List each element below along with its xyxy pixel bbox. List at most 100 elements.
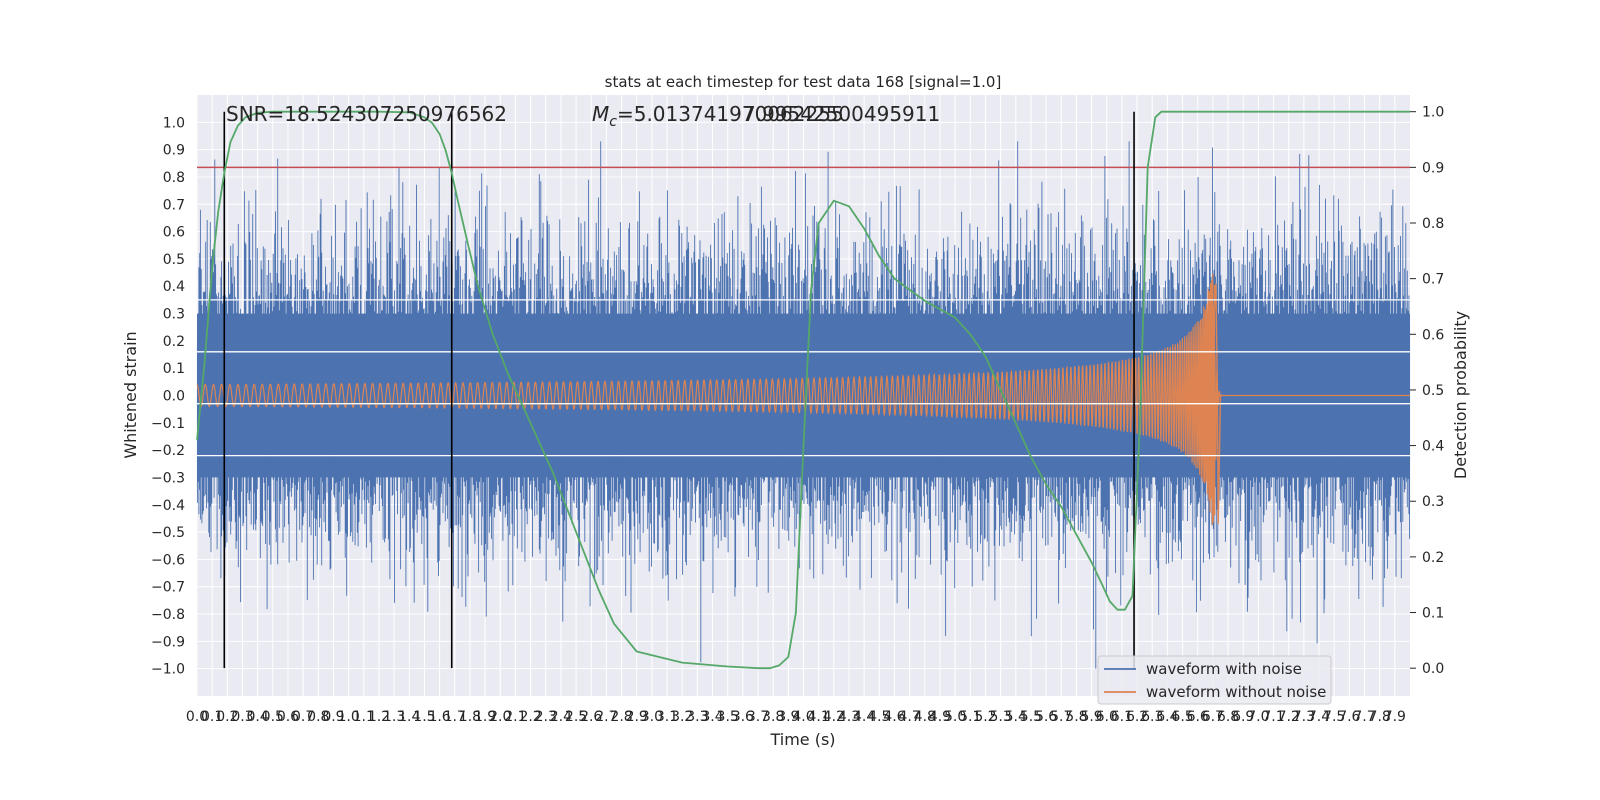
y2-tick-label: 1.0: [1422, 105, 1444, 121]
y2-tick-label: 0.3: [1422, 494, 1444, 510]
x-axis-label: Time (s): [769, 730, 835, 749]
y2-tick-label: 0.8: [1422, 216, 1444, 232]
y-tick-label: −0.5: [151, 525, 185, 541]
x-tick-label: 4.0: [792, 709, 814, 725]
x-tick-label: 5.7: [1050, 709, 1072, 725]
y-tick-label: 0.6: [163, 225, 185, 241]
x-tick-label: 1.6: [428, 709, 450, 725]
x-tick-label: 3.1: [656, 709, 678, 725]
y-tick-label: 0.9: [163, 143, 185, 159]
x-tick-label: 6.5: [1171, 709, 1193, 725]
x-tick-label: 3.0: [641, 709, 663, 725]
y-tick-label: −0.6: [151, 552, 185, 568]
x-tick-label: 2.6: [580, 709, 602, 725]
x-tick-label: 1.9: [474, 709, 496, 725]
x-tick-label: 6.7: [1202, 709, 1224, 725]
x-tick-label: 2.4: [550, 709, 572, 725]
x-tick-label: 2.7: [595, 709, 617, 725]
x-tick-label: 7.9: [1384, 709, 1406, 725]
detection-probability-line: [196, 110, 1410, 670]
legend-label-clean: waveform without noise: [1146, 683, 1326, 701]
y-tick-label: 0.4: [163, 279, 185, 295]
y-tick-label: 0.7: [163, 197, 185, 213]
x-tick-label: 0.4: [247, 709, 269, 725]
x-tick-label: 3.7: [747, 709, 769, 725]
y-tick-label: 0.2: [163, 334, 185, 350]
x-axis: 0.00.10.20.30.40.50.60.70.80.91.01.11.21…: [186, 709, 1406, 725]
x-tick-label: 3.2: [671, 709, 693, 725]
y-tick-label: 0.5: [163, 252, 185, 268]
x-tick-label: 4.1: [808, 709, 830, 725]
x-tick-label: 3.3: [686, 709, 708, 725]
y-tick-label: −0.9: [151, 634, 185, 650]
x-tick-label: 5.0: [944, 709, 966, 725]
x-tick-label: 3.9: [777, 709, 799, 725]
x-tick-label: 4.6: [883, 709, 905, 725]
x-tick-label: 7.2: [1278, 709, 1300, 725]
x-tick-label: 0.2: [216, 709, 238, 725]
overlap-annotation: 7.99542500495911: [743, 102, 940, 126]
x-tick-label: 3.8: [762, 709, 784, 725]
x-tick-label: 2.8: [610, 709, 632, 725]
x-tick-label: 6.1: [1111, 709, 1133, 725]
x-tick-label: 1.8: [459, 709, 481, 725]
x-tick-label: 5.4: [1005, 709, 1027, 725]
detection-probability-series: [196, 110, 1410, 670]
y2-tick-label: 0.9: [1422, 160, 1444, 176]
x-tick-label: 7.1: [1262, 709, 1284, 725]
y2-tick-label: 0.7: [1422, 272, 1444, 288]
y-tick-label: −0.7: [151, 580, 185, 596]
x-tick-label: 4.3: [838, 709, 860, 725]
y2-axis-label: Detection probability: [1451, 311, 1470, 479]
x-tick-label: 3.5: [717, 709, 739, 725]
legend: waveform with noise waveform without noi…: [1097, 655, 1332, 705]
y-tick-label: −0.8: [151, 607, 185, 623]
x-tick-label: 7.8: [1369, 709, 1391, 725]
x-tick-label: 6.6: [1187, 709, 1209, 725]
chirp-mass-annotation: Mc=5.013741970062255: [592, 102, 844, 130]
y-axis-label: Whitened strain: [121, 331, 140, 458]
x-tick-label: 7.6: [1338, 709, 1360, 725]
x-tick-label: 6.3: [1141, 709, 1163, 725]
y2-tick-label: 0.6: [1422, 327, 1444, 343]
x-tick-label: 2.0: [489, 709, 511, 725]
x-tick-label: 5.8: [1065, 709, 1087, 725]
x-tick-label: 7.0: [1247, 709, 1269, 725]
x-tick-label: 4.5: [868, 709, 890, 725]
x-tick-label: 6.8: [1217, 709, 1239, 725]
y-tick-label: 0.1: [163, 361, 185, 377]
y-tick-label: −0.1: [151, 416, 185, 432]
x-tick-label: 0.8: [307, 709, 329, 725]
x-tick-label: 6.0: [1096, 709, 1118, 725]
x-tick-label: 1.1: [353, 709, 375, 725]
x-tick-label: 1.2: [368, 709, 390, 725]
x-tick-label: 5.3: [989, 709, 1011, 725]
x-tick-label: 1.4: [398, 709, 420, 725]
clean-waveform-merger: [1212, 283, 1222, 524]
y-axis: −1.0 −0.9 −0.8 −0.7 −0.6 −0.5 −0.4 −0.3 −0.2 −0.1…: [151, 115, 185, 677]
y-tick-label: 0.8: [163, 170, 185, 186]
y-tick-label: −0.3: [151, 470, 185, 486]
x-tick-label: 0.9: [322, 709, 344, 725]
y-tick-label: −1.0: [151, 662, 185, 678]
y2-tick-label: 0.4: [1422, 439, 1444, 455]
x-tick-label: 0.5: [262, 709, 284, 725]
x-tick-label: 0.7: [292, 709, 314, 725]
y2-axis: 0.0 0.1 0.2 0.3 0.4 0.5 0.6 0.7 0.8 0.9 1.0: [1410, 105, 1444, 677]
y2-tick-label: 0.2: [1422, 550, 1444, 566]
x-tick-label: 5.5: [1020, 709, 1042, 725]
x-tick-label: 4.9: [929, 709, 951, 725]
x-tick-label: 4.7: [899, 709, 921, 725]
y-tick-label: 0.0: [163, 389, 185, 405]
clean-waveform-series: [196, 273, 1410, 526]
clean-waveform-line: [196, 273, 1410, 526]
legend-box: [1097, 655, 1332, 705]
x-tick-label: 6.4: [1156, 709, 1178, 725]
y-tick-label: −0.2: [151, 443, 185, 459]
x-tick-label: 6.2: [1126, 709, 1148, 725]
x-tick-label: 0.6: [277, 709, 299, 725]
chirp-mass-symbol: M: [592, 102, 609, 126]
x-tick-label: 7.5: [1323, 709, 1345, 725]
chirp-mass-value: =5.013741970062255: [617, 102, 844, 126]
